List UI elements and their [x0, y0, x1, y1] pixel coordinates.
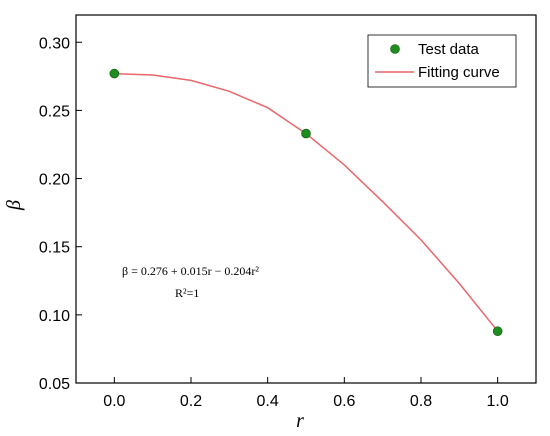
x-tick-label: 1.0 [487, 393, 509, 410]
x-axis: 0.0 0.2 0.4 0.6 0.8 1.0 [103, 377, 509, 410]
legend: Test data Fitting curve [367, 34, 517, 88]
legend-marker-test-data [390, 44, 400, 54]
x-tick-label: 0.2 [180, 393, 202, 410]
fitting-curve-line [114, 72, 499, 332]
y-tick-label: 0.20 [39, 172, 70, 189]
r-squared-annotation: R²=1 [175, 286, 199, 300]
y-tick-label: 0.25 [39, 103, 70, 120]
legend-label-fitting-curve: Fitting curve [418, 64, 500, 81]
x-tick-label: 0.6 [333, 393, 355, 410]
x-tick-label: 0.8 [410, 393, 432, 410]
y-tick-label: 0.05 [39, 376, 70, 393]
equation-annotation: β = 0.276 + 0.015r − 0.204r² [122, 264, 259, 278]
y-axis-title: β [3, 200, 25, 211]
y-tick-label: 0.15 [39, 240, 70, 257]
test-data-point [492, 326, 503, 337]
test-data-point [109, 68, 120, 79]
plot-frame [75, 14, 537, 384]
plot-area [109, 68, 503, 337]
test-data-point [301, 128, 311, 139]
y-tick-label: 0.10 [39, 308, 70, 325]
legend-box [367, 34, 517, 88]
legend-label-test-data: Test data [418, 41, 480, 58]
x-axis-title: r [296, 410, 304, 432]
x-tick-label: 0.0 [103, 393, 125, 410]
x-tick-label: 0.4 [257, 393, 279, 410]
y-tick-label: 0.30 [39, 35, 70, 52]
y-axis: 0.05 0.10 0.15 0.20 0.25 0.30 [39, 35, 82, 393]
